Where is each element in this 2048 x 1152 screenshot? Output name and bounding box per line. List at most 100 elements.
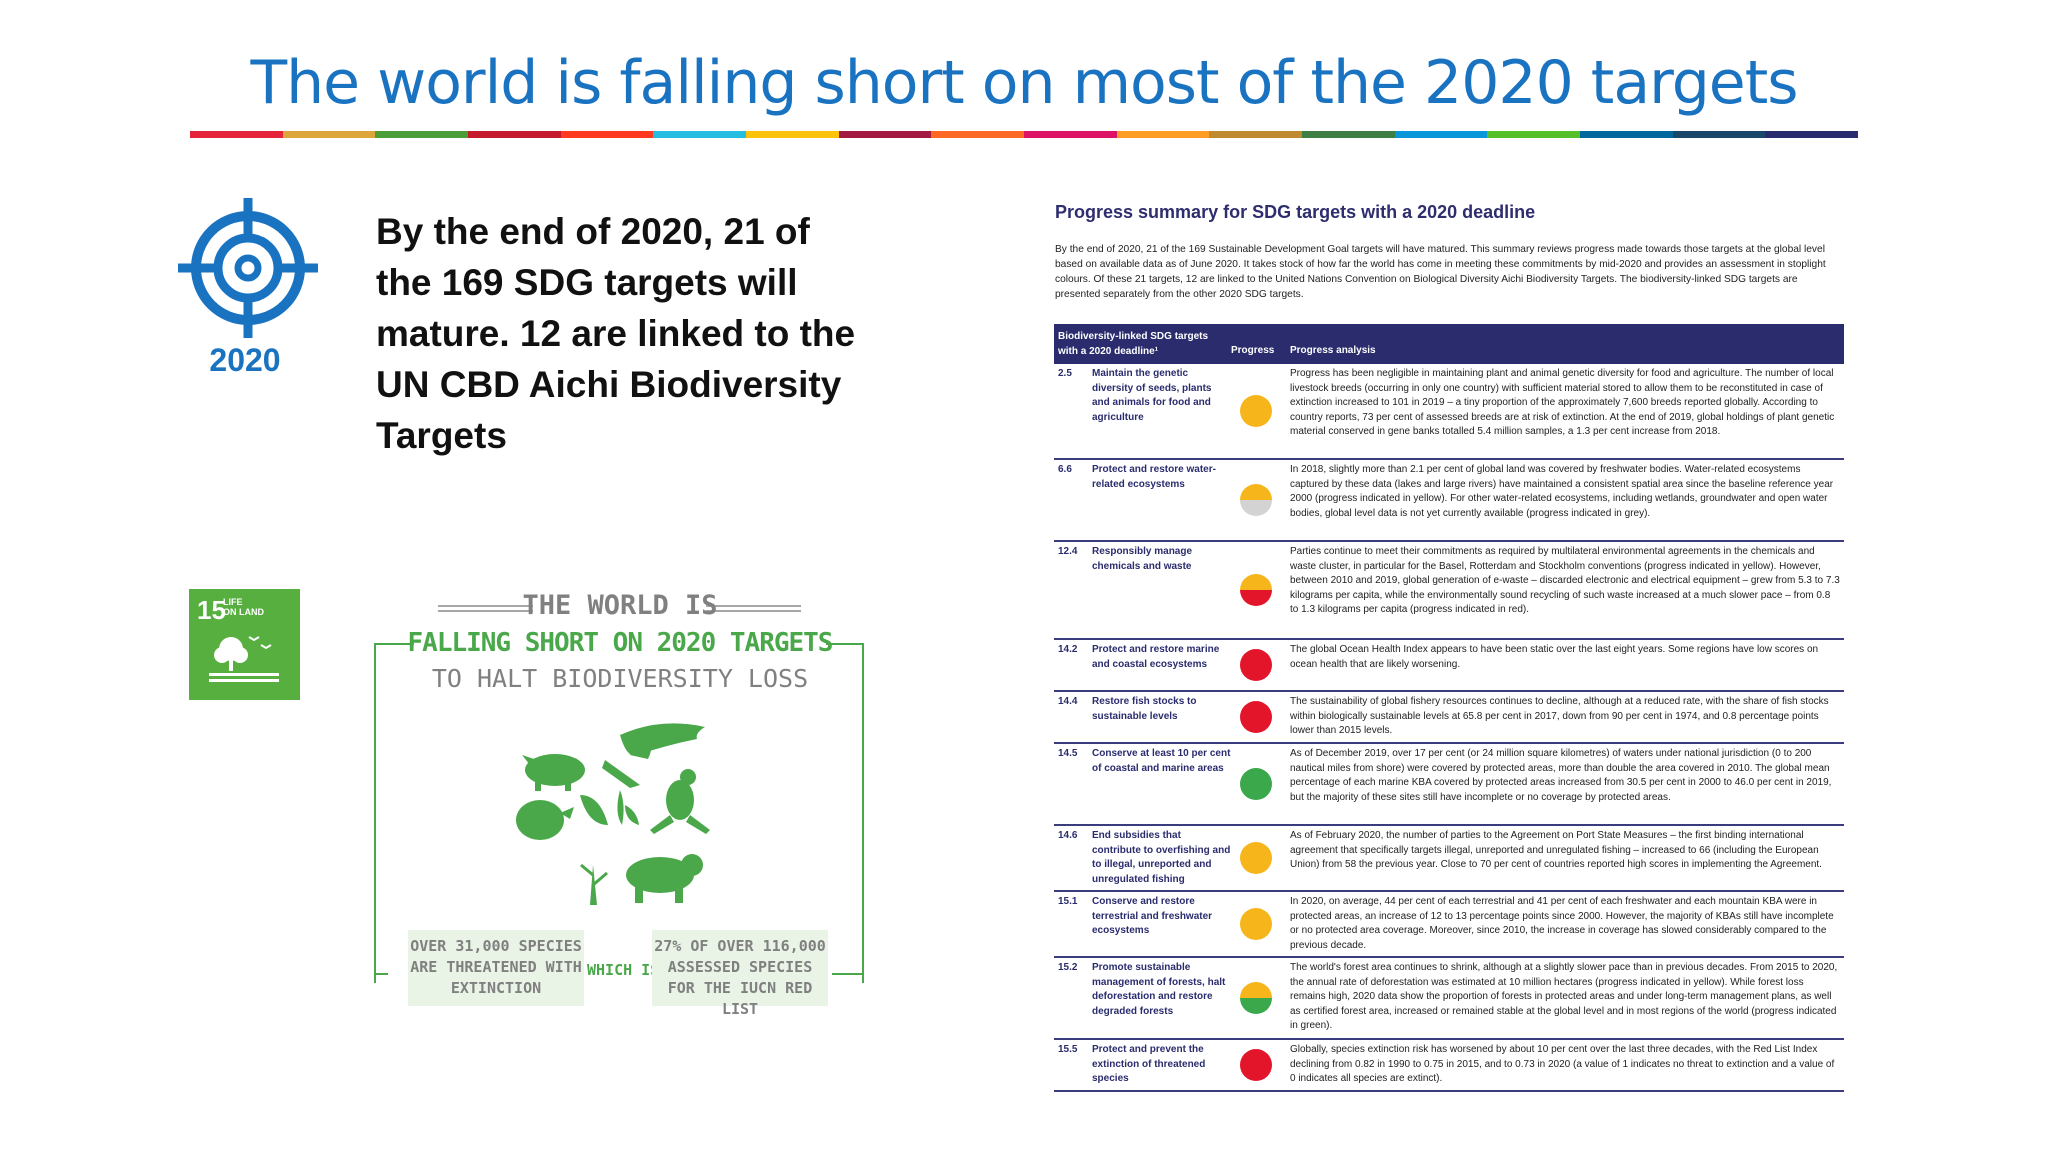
color-bar-segment [653,131,747,138]
species-illustration-icon [516,723,710,905]
table-row: 14.5 Conserve at least 10 per cent of coa… [1054,744,1844,826]
table-row: 14.6 End subsidies that contribute to ove… [1054,826,1844,892]
color-bar-segment [931,131,1025,138]
progress-analysis: Progress has been negligible in maintain… [1290,368,1835,437]
status-dot-icon [1240,842,1272,874]
color-bar-segment [468,131,561,138]
color-bar-segment [1302,131,1395,138]
info-heading-3: TO HALT BIODIVERSITY LOSS [431,664,809,693]
year-label: 2020 [209,342,281,378]
sdg-label-line2: ON LAND [223,607,264,617]
divider [706,610,801,612]
target-name: Restore fish stocks to sustainable level… [1092,696,1197,722]
target-name: Responsibly manage chemicals and waste [1092,546,1193,572]
target-code: 6.6 [1058,464,1072,475]
table-header: Biodiversity-linked SDG targets with a 2… [1054,324,1844,364]
table-row: 14.2 Protect and restore marine and coast… [1054,640,1844,692]
color-bar-segment [1209,131,1303,138]
progress-analysis: In 2018, slightly more than 2.1 per cent… [1290,464,1834,519]
frame-top-left [374,643,414,645]
info-heading-2: FALLING SHORT ON 2020 TARGETS [407,628,834,658]
status-dot-icon [1240,1049,1272,1081]
sdg15-badge: 15 LIFE ON LAND [189,589,300,700]
target-code: 14.5 [1058,748,1078,759]
tree-bird-icon [209,636,279,682]
target-name: Conserve and restore terrestrial and fre… [1092,896,1213,936]
progress-analysis: In 2020, on average, 44 per cent of each… [1290,896,1834,951]
table-row: 15.5 Protect and prevent the extinction o… [1054,1040,1844,1092]
frame-top-right [826,643,862,645]
target-name: Promote sustainable management of forest… [1092,962,1226,1017]
status-dot-icon [1240,395,1272,427]
report-title: Progress summary for SDG targets with a … [1055,202,1536,222]
color-bar-segment [190,131,283,138]
report-intro: By the end of 2020, 21 of the 169 Sustai… [1055,244,1826,300]
divider [438,605,533,607]
status-dot-icon [1240,484,1272,516]
stat-box-threatened: OVER 31,000 SPECIES ARE THREATENED WITH … [408,930,584,1006]
divider [706,605,801,607]
target-name: Protect and prevent the extinction of th… [1092,1044,1206,1084]
color-bar-segment [1116,131,1210,138]
sdg-label: LIFE ON LAND [223,597,264,617]
color-bar-segment [1580,131,1673,138]
color-bar-segment [1672,131,1766,138]
connector-text: WHICH IS [587,961,660,979]
slide-title: The world is falling short on most of th… [250,48,1798,118]
status-dot-icon [1240,982,1272,1014]
progress-analysis: As of December 2019, over 17 per cent (o… [1290,748,1832,803]
color-bar-segment [375,131,469,138]
target-code: 14.6 [1058,830,1078,841]
target-code: 2.5 [1058,368,1072,379]
status-dot-icon [1240,768,1272,800]
status-dot-icon [1240,649,1272,681]
color-bar-segment [1394,131,1488,138]
status-dot-icon [1240,574,1272,606]
target-name: Conserve at least 10 per cent of coastal… [1092,748,1231,774]
table-row: 15.1 Conserve and restore terrestrial and… [1054,892,1844,958]
col-progress-header: Progress [1231,345,1275,356]
table-row: 6.6 Protect and restore water-related eco… [1054,460,1844,542]
target-name: Protect and restore water-related ecosys… [1092,464,1216,490]
target-name: Maintain the genetic diversity of seeds,… [1092,368,1212,423]
target-name: End subsidies that contribute to overfis… [1092,830,1231,885]
progress-analysis: As of February 2020, the number of parti… [1290,830,1822,870]
target-code: 15.2 [1058,962,1078,973]
progress-analysis: The sustainability of global fishery res… [1290,696,1829,736]
frame-bottom-left [374,973,388,975]
color-bar-segment [838,131,932,138]
color-bar-segment [746,131,839,138]
table-row: 12.4 Responsibly manage chemicals and was… [1054,542,1844,640]
stat-box-percentage: 27% OF OVER 116,000 ASSESSED SPECIES FOR… [652,930,828,1018]
col-target-header: Biodiversity-linked SDG targets with a 2… [1058,331,1209,357]
table-body: 2.5 Maintain the genetic diversity of see… [1054,364,1844,1092]
color-bar [190,131,1859,138]
progress-table: Biodiversity-linked SDG targets with a 2… [1054,324,1844,1092]
table-row: 15.2 Promote sustainable management of fo… [1054,958,1844,1040]
sdg-label-line1: LIFE [223,597,243,607]
infographic: THE WORLD IS FALLING SHORT ON 2020 TARGE… [370,580,870,1020]
color-bar-segment [1024,131,1117,138]
table-row: 2.5 Maintain the genetic diversity of see… [1054,364,1844,460]
sdg-number: 15 [197,595,226,625]
status-dot-icon [1240,908,1272,940]
info-heading-1: THE WORLD IS [522,590,718,621]
status-dot-icon [1240,701,1272,733]
color-bar-segment [1765,131,1859,138]
frame-right [862,643,864,983]
target-icon [178,198,318,338]
target-name: Protect and restore marine and coastal e… [1092,644,1220,670]
table-row: 14.4 Restore fish stocks to sustainable l… [1054,692,1844,744]
color-bar-segment [282,131,376,138]
target-code: 12.4 [1058,546,1078,557]
frame-left [374,643,376,983]
frame-bottom-right [832,973,862,975]
target-code: 15.1 [1058,896,1078,907]
divider [438,610,533,612]
progress-analysis: The world's forest area continues to shr… [1290,962,1838,1031]
lead-text: By the end of 2020, 21 of the 169 SDG ta… [376,211,856,456]
color-bar-segment [1487,131,1581,138]
target-code: 14.4 [1058,696,1078,707]
report-panel: Progress summary for SDG targets with a … [1054,200,1844,1092]
progress-analysis: Globally, species extinction risk has wo… [1290,1044,1835,1084]
